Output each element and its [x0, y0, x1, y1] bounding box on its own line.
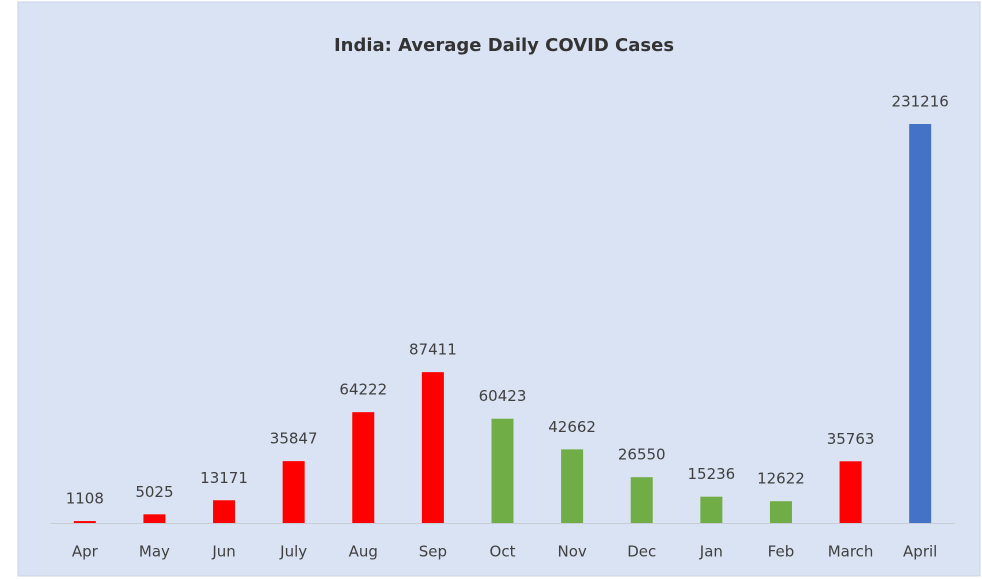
data-label: 5025 [135, 483, 173, 501]
bar [491, 418, 514, 523]
bar [769, 501, 792, 523]
data-label: 42662 [548, 418, 596, 436]
bar [143, 514, 166, 523]
bar [282, 461, 305, 523]
bar [352, 412, 375, 523]
x-tick-label: Jan [699, 543, 723, 561]
x-tick-label: Aug [349, 543, 378, 561]
data-label: 26550 [618, 446, 666, 464]
x-tick-label: May [139, 543, 170, 561]
x-tick-label: Dec [627, 543, 656, 561]
bar [630, 477, 653, 523]
data-label: 1108 [66, 490, 104, 508]
data-label: 87411 [409, 341, 457, 359]
data-label: 231216 [892, 93, 949, 111]
x-tick-label: Apr [72, 543, 99, 561]
x-tick-label: April [903, 543, 937, 561]
bar [73, 521, 96, 523]
data-label: 13171 [200, 469, 248, 487]
x-tick-label: July [279, 543, 307, 561]
bar [909, 124, 932, 523]
data-label: 64222 [339, 381, 387, 399]
data-label: 35763 [827, 430, 875, 448]
bar [561, 449, 584, 523]
x-tick-label: Jun [211, 543, 235, 561]
x-tick-label: Nov [557, 543, 586, 561]
x-tick-label: Sep [419, 543, 447, 561]
bar [213, 500, 236, 523]
data-label: 60423 [479, 387, 527, 405]
bar [700, 496, 723, 523]
bar [839, 461, 862, 523]
x-tick-label: March [828, 543, 874, 561]
chart-title: India: Average Daily COVID Cases [334, 35, 674, 56]
x-tick-label: Oct [490, 543, 516, 561]
bar [421, 372, 444, 523]
data-label: 15236 [687, 465, 735, 483]
data-label: 12622 [757, 470, 805, 488]
data-label: 35847 [270, 430, 318, 448]
x-tick-label: Feb [768, 543, 795, 561]
